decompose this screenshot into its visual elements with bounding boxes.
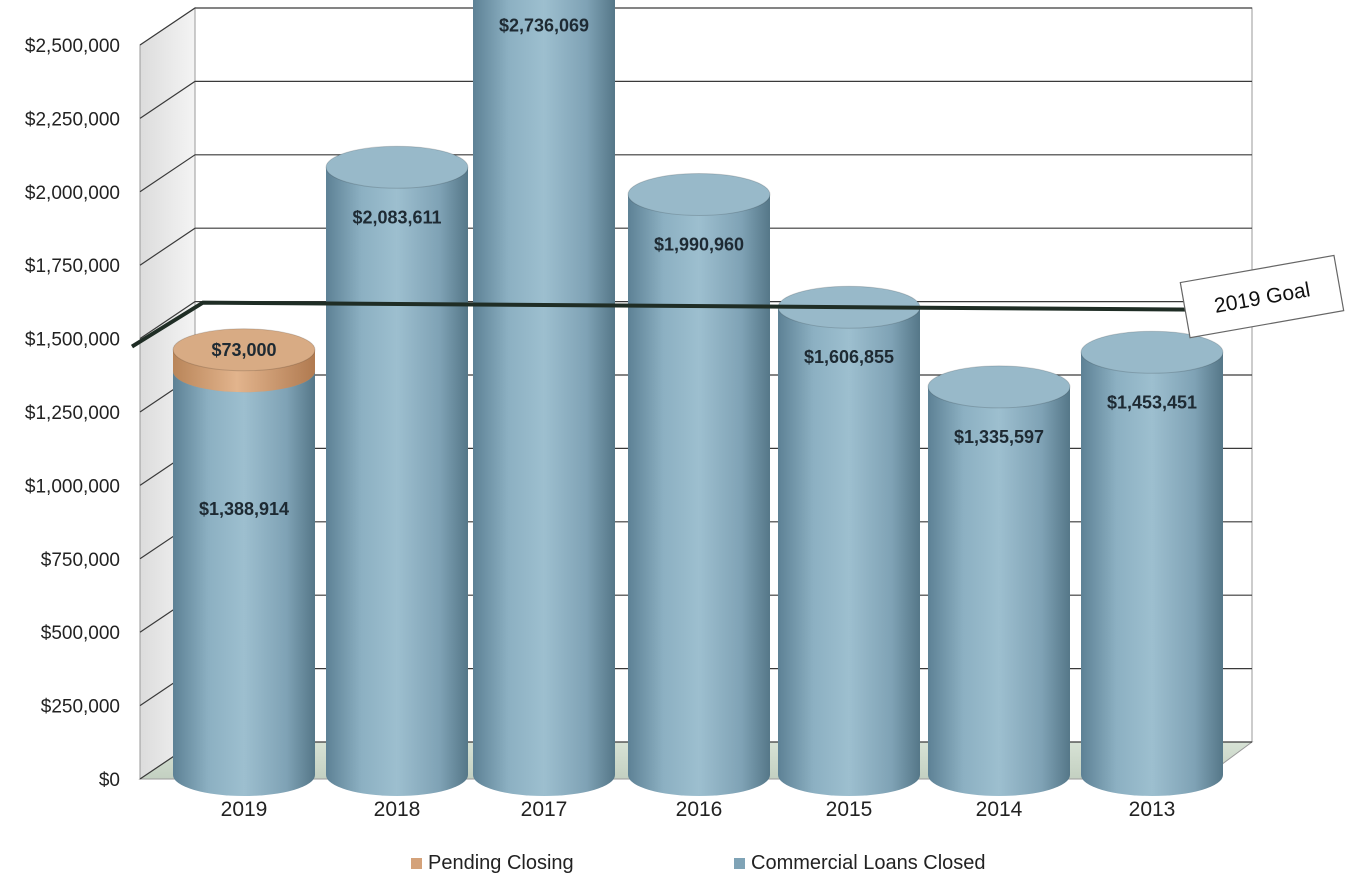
x-tick-label: 2014 <box>976 798 1023 821</box>
y-tick-label: $1,000,000 <box>25 476 120 497</box>
bar-top-commercial-2014 <box>927 365 1071 409</box>
data-label-commercial-2014: $1,335,597 <box>954 427 1044 447</box>
gridline <box>139 80 1252 119</box>
goal-label-box: 2019 Goal <box>1179 254 1345 339</box>
y-tick-label: $750,000 <box>41 550 120 571</box>
legend-label: Commercial Loans Closed <box>751 852 986 874</box>
bar-commercial-2019 <box>173 371 315 796</box>
y-tick-label: $500,000 <box>41 623 120 644</box>
data-label-commercial-2018: $2,083,611 <box>352 207 441 227</box>
x-tick-label: 2018 <box>374 798 421 821</box>
y-tick-label: $2,000,000 <box>25 183 120 204</box>
y-tick-label: $1,500,000 <box>25 330 120 351</box>
goal-line-group: 2019 Goal <box>130 254 1345 349</box>
bar-top-commercial-2016 <box>627 172 771 216</box>
y-tick-label: $1,250,000 <box>25 403 120 424</box>
y-axis-tick-labels: $0 $250,000 $500,000 $750,000 $1,000,000 $1,2… <box>25 36 120 791</box>
goal-label-frame <box>1179 254 1345 339</box>
bar-commercial-2014 <box>928 386 1070 796</box>
data-label-commercial-2013: $1,453,451 <box>1107 392 1197 412</box>
x-tick-label: 2013 <box>1129 798 1176 821</box>
y-tick-label: $1,750,000 <box>25 256 120 277</box>
bar-top-pending-2019 <box>172 328 316 372</box>
bar-commercial-2016 <box>628 194 770 796</box>
x-tick-label: 2019 <box>221 798 268 821</box>
x-tick-label: 2017 <box>521 798 568 821</box>
bar-commercial-2017 <box>473 0 615 796</box>
x-axis-tick-labels: 2019 2018 2017 2016 2015 2014 2013 <box>221 798 1176 821</box>
legend-swatch <box>411 858 422 869</box>
x-tick-label: 2016 <box>676 798 723 821</box>
data-labels: $1,388,914 $73,000 $2,083,611 $2,736,069 $1,… <box>199 16 1197 519</box>
gridline <box>139 7 1252 46</box>
bar-top-commercial-2018 <box>325 145 469 189</box>
y-tick-label: $250,000 <box>41 697 120 718</box>
y-tick-label: $2,250,000 <box>25 109 120 130</box>
bars <box>172 0 1224 796</box>
data-label-commercial-2017: $2,736,069 <box>499 16 589 36</box>
y-tick-label: $2,500,000 <box>25 36 120 57</box>
goal-line <box>130 300 1196 349</box>
data-label-pending-2019: $73,000 <box>211 340 276 360</box>
legend-label: Pending Closing <box>428 852 574 874</box>
data-label-commercial-2015: $1,606,855 <box>804 347 894 367</box>
data-label-commercial-2016: $1,990,960 <box>654 234 744 254</box>
bar-top-commercial-2013 <box>1080 330 1224 374</box>
legend-swatch <box>734 858 745 869</box>
bar-commercial-2015 <box>778 307 920 796</box>
gridline <box>139 154 1252 193</box>
bar-commercial-2018 <box>326 167 468 796</box>
gridline <box>139 227 1252 266</box>
data-label-commercial-2019: $1,388,914 <box>199 499 289 519</box>
y-tick-label: $0 <box>99 770 120 791</box>
legend: Pending Closing Commercial Loans Closed <box>411 852 986 874</box>
bar-commercial-2013 <box>1081 352 1223 796</box>
x-tick-label: 2015 <box>826 798 873 821</box>
